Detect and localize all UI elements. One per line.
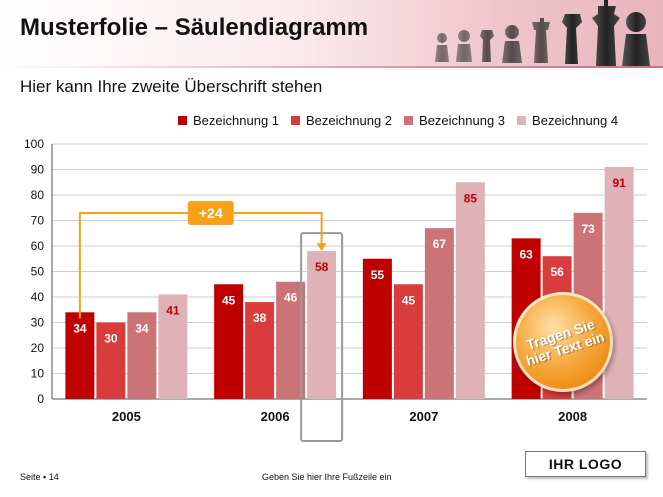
legend-swatch-2 [291, 115, 301, 125]
column-chart: 0 10 20 30 40 50 60 70 80 90 100 34 30 34 41 2005 45 38 46… [24, 137, 647, 442]
x-tick-label-2007: 2007 [409, 409, 438, 424]
data-label-2005-series-2: 30 [104, 332, 118, 346]
bar-2005-series-4 [158, 294, 188, 399]
bar-2007-series-4 [455, 182, 485, 399]
x-tick-label-2006: 2006 [261, 409, 290, 424]
legend-item-4: Bezeichnung 4 [517, 113, 618, 128]
y-tick-label-70: 70 [31, 214, 45, 228]
data-label-2008-series-3: 73 [581, 222, 595, 236]
page-title: Musterfolie – Säulendiagramm [20, 14, 369, 41]
text-badge[interactable]: Tragen Sie hier Text ein [513, 292, 613, 392]
bar-2005-series-2 [96, 322, 126, 399]
bar-2006-series-1 [214, 284, 244, 399]
data-label-2007-series-2: 45 [402, 293, 416, 307]
data-label-2008-series-2: 56 [550, 265, 564, 279]
legend-swatch-1 [178, 115, 187, 125]
data-label-2007-series-4: 85 [464, 191, 478, 205]
data-label-2008-series-1: 63 [519, 247, 533, 261]
y-tick-label-0: 0 [37, 392, 44, 406]
y-tick-label-80: 80 [31, 188, 45, 202]
legend-item-3: Bezeichnung 3 [404, 113, 505, 128]
bar-2008-series-4 [604, 166, 634, 399]
legend-item-2: Bezeichnung 2 [291, 113, 392, 128]
x-tick-label-2008: 2008 [558, 409, 587, 424]
data-label-2005-series-4: 41 [166, 303, 180, 317]
data-label-2005-series-3: 34 [135, 321, 149, 335]
y-tick-label-30: 30 [31, 316, 45, 330]
bar-2007-series-2 [393, 284, 423, 399]
footer-text: Geben Sie hier Ihre Fußzeile ein [262, 472, 392, 482]
bar-2005-series-1 [65, 312, 95, 399]
y-tick-label-60: 60 [31, 239, 45, 253]
annotation-label: +24 [199, 205, 223, 221]
y-tick-label-10: 10 [31, 367, 45, 381]
legend: Bezeichnung 1 Bezeichnung 2 Bezeichnung … [178, 112, 630, 128]
data-label-2008-series-4: 91 [612, 176, 626, 190]
data-label-2006-series-1: 45 [222, 293, 236, 307]
bar-2007-series-3 [424, 228, 454, 399]
data-label-2007-series-3: 67 [433, 237, 447, 251]
y-tick-label-40: 40 [31, 290, 45, 304]
header-band [0, 0, 663, 68]
badge-text: Tragen Sie hier Text ein [523, 315, 607, 369]
logo-placeholder: IHR LOGO [525, 451, 646, 477]
bar-2005-series-3 [127, 312, 157, 399]
legend-label-2: Bezeichnung 2 [306, 112, 393, 128]
x-tick-label-2005: 2005 [112, 409, 141, 424]
y-tick-label-20: 20 [31, 341, 45, 355]
page-number: Seite ▪ 14 [20, 472, 59, 482]
y-tick-label-90: 90 [31, 163, 45, 177]
annotation-label-box [187, 201, 234, 225]
data-label-2006-series-2: 38 [253, 311, 267, 325]
y-tick-label-100: 100 [24, 137, 44, 151]
legend-swatch-3 [404, 115, 414, 125]
annotation-arrowhead [316, 243, 327, 252]
legend-item-1: Bezeichnung 1 [178, 113, 279, 128]
legend-swatch-4 [517, 115, 527, 125]
legend-label-4: Bezeichnung 4 [532, 112, 619, 128]
legend-label-3: Bezeichnung 3 [419, 112, 506, 128]
data-label-2006-series-4: 58 [315, 260, 329, 274]
data-label-2006-series-3: 46 [284, 291, 298, 305]
legend-label-1: Bezeichnung 1 [193, 112, 280, 128]
bar-2006-series-2 [245, 302, 275, 399]
y-tick-label-50: 50 [31, 265, 45, 279]
bar-2007-series-1 [362, 258, 392, 399]
header-divider [0, 66, 663, 68]
data-label-2005-series-1: 34 [73, 321, 87, 335]
bar-2006-series-4 [307, 251, 337, 399]
data-label-2007-series-1: 55 [371, 268, 385, 282]
chess-pieces-image [435, 0, 650, 66]
subtitle: Hier kann Ihre zweite Überschrift stehen [20, 77, 323, 96]
